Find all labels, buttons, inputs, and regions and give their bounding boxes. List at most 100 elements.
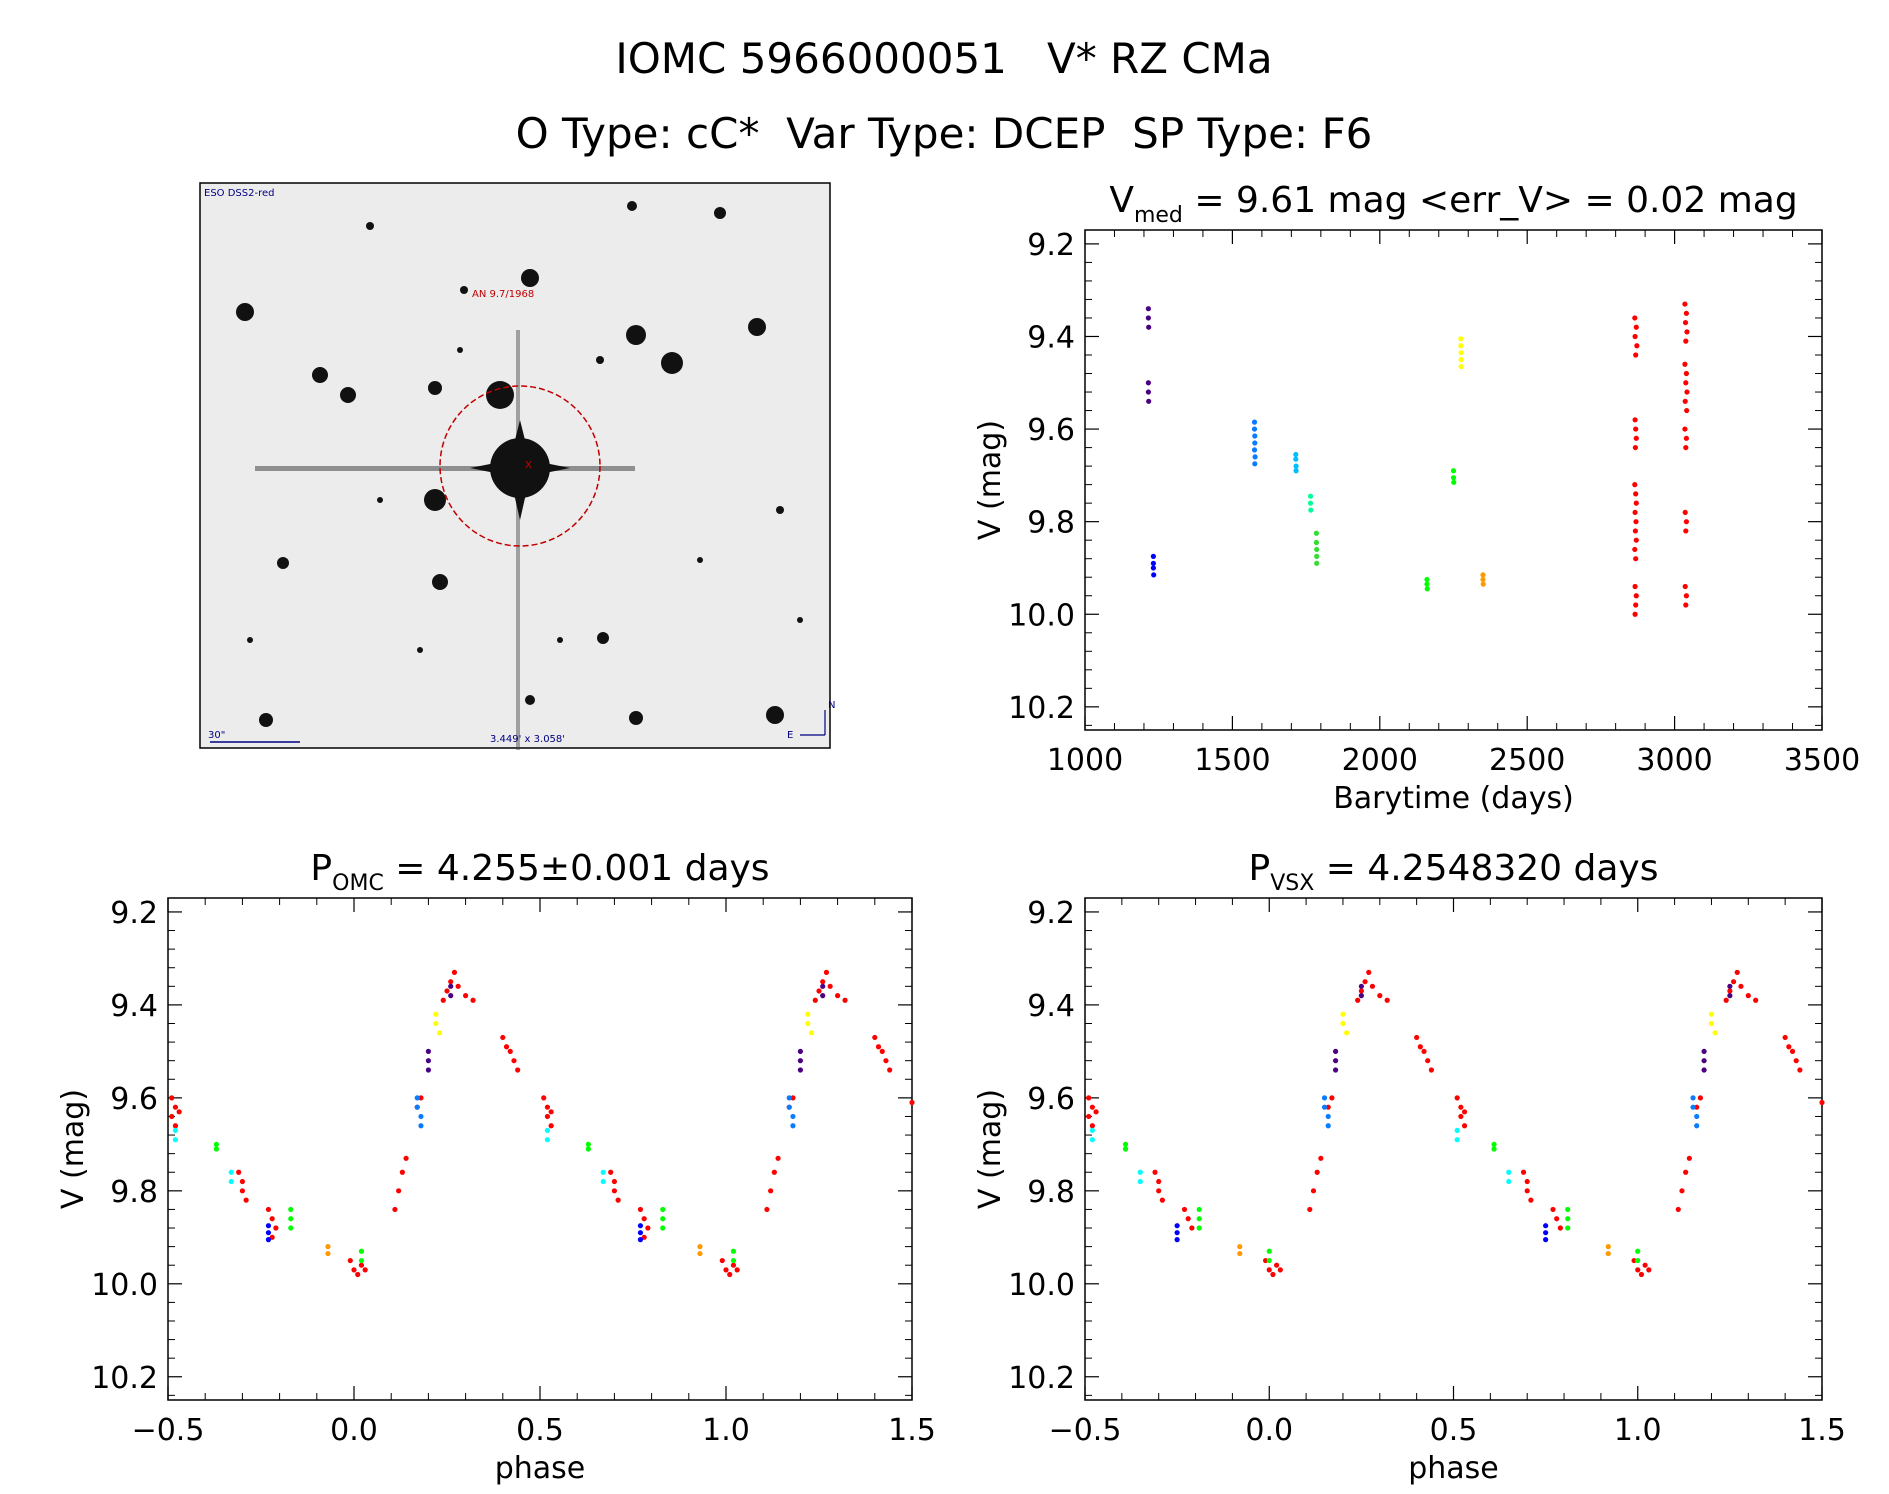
data-point bbox=[172, 1137, 179, 1143]
data-point bbox=[786, 1095, 792, 1101]
y-tick-label: 9.2 bbox=[110, 896, 158, 931]
data-point bbox=[1417, 1044, 1423, 1050]
data-point bbox=[1461, 1123, 1468, 1129]
data-point bbox=[1358, 988, 1364, 994]
data-point bbox=[697, 1250, 703, 1257]
data-point bbox=[1332, 1058, 1339, 1064]
data-point bbox=[1694, 1123, 1700, 1129]
data-point bbox=[418, 1095, 424, 1101]
data-point bbox=[1174, 1223, 1180, 1229]
data-point bbox=[808, 1030, 815, 1036]
data-point bbox=[1425, 1058, 1431, 1064]
data-point bbox=[455, 983, 461, 989]
data-point bbox=[1252, 454, 1258, 460]
data-point bbox=[228, 1178, 234, 1185]
data-point bbox=[1146, 398, 1152, 404]
data-point bbox=[1605, 1244, 1611, 1250]
data-point bbox=[1632, 611, 1638, 617]
data-point bbox=[1738, 983, 1744, 989]
data-point bbox=[1424, 576, 1430, 583]
data-point bbox=[1683, 444, 1689, 451]
data-point bbox=[1451, 479, 1457, 485]
data-point bbox=[1633, 593, 1639, 599]
data-point bbox=[1701, 1048, 1707, 1054]
data-point bbox=[820, 983, 826, 989]
data-point bbox=[1480, 572, 1486, 578]
north-label: N bbox=[828, 700, 835, 711]
data-series bbox=[1480, 572, 1486, 587]
figure-subtitle: O Type: cC* Var Type: DCEP SP Type: F6 bbox=[516, 109, 1373, 158]
y-axis-label: V (mag) bbox=[973, 1089, 1008, 1209]
y-tick-label: 10.0 bbox=[1008, 598, 1075, 633]
data-point bbox=[1151, 572, 1157, 578]
data-point bbox=[600, 1169, 606, 1175]
data-point bbox=[1293, 451, 1299, 458]
data-point bbox=[358, 1257, 365, 1264]
data-point bbox=[1189, 1225, 1195, 1231]
data-point bbox=[239, 1178, 245, 1185]
data-point bbox=[1690, 1104, 1696, 1110]
x-tick-label: 0.0 bbox=[1245, 1413, 1293, 1448]
data-point bbox=[1313, 539, 1320, 546]
data-series bbox=[1632, 301, 1690, 617]
data-point bbox=[1150, 565, 1156, 571]
east-label: E bbox=[787, 730, 793, 741]
data-point bbox=[1682, 301, 1688, 307]
data-point bbox=[1156, 1188, 1162, 1194]
data-point bbox=[1683, 528, 1689, 534]
y-tick-label: 9.8 bbox=[1027, 506, 1075, 541]
data-point bbox=[1491, 1146, 1497, 1152]
data-point bbox=[1506, 1178, 1512, 1185]
star bbox=[377, 497, 383, 503]
star bbox=[457, 347, 463, 353]
data-point bbox=[448, 979, 454, 985]
data-point bbox=[1454, 1095, 1460, 1101]
data-point bbox=[1682, 583, 1688, 590]
data-point bbox=[641, 1234, 647, 1240]
data-point bbox=[1782, 1034, 1788, 1041]
y-tick-label: 9.6 bbox=[1027, 413, 1075, 448]
data-point bbox=[228, 1169, 234, 1175]
data-point bbox=[1329, 1095, 1335, 1101]
data-point bbox=[544, 1127, 551, 1134]
data-point bbox=[1384, 997, 1390, 1003]
data-point bbox=[805, 1011, 811, 1017]
data-point bbox=[1137, 1169, 1143, 1175]
data-point bbox=[1340, 1020, 1346, 1027]
data-point bbox=[414, 1104, 420, 1110]
data-point bbox=[1174, 1230, 1180, 1236]
data-point bbox=[355, 1271, 361, 1278]
data-point bbox=[265, 1230, 272, 1236]
star bbox=[626, 325, 646, 345]
data-point bbox=[1730, 979, 1737, 985]
y-tick-label: 10.0 bbox=[1008, 1268, 1075, 1303]
data-point bbox=[1454, 1137, 1460, 1143]
star bbox=[521, 269, 539, 287]
data-series bbox=[414, 1095, 796, 1129]
data-point bbox=[1293, 463, 1299, 469]
data-point bbox=[1682, 426, 1688, 432]
data-point bbox=[351, 1267, 357, 1273]
data-point bbox=[1313, 530, 1320, 536]
data-point bbox=[1682, 319, 1689, 326]
data-series bbox=[1150, 553, 1157, 578]
data-point bbox=[1723, 997, 1729, 1003]
phase-omc-panel: POMC = 4.255±0.001 days −0.5 0.0 0.5 1.0 1.5 9… bbox=[56, 848, 936, 1486]
star bbox=[312, 367, 328, 383]
data-point bbox=[1145, 315, 1151, 321]
data-point bbox=[790, 1113, 796, 1120]
data-point bbox=[1266, 1267, 1272, 1273]
data-point bbox=[1310, 1188, 1317, 1194]
data-series bbox=[1293, 451, 1299, 474]
data-point bbox=[236, 1169, 242, 1175]
data-point bbox=[1683, 380, 1689, 386]
data-point bbox=[790, 1123, 796, 1129]
data-point bbox=[585, 1141, 591, 1147]
data-point bbox=[425, 1067, 431, 1073]
data-point bbox=[797, 1048, 804, 1054]
x-tick-label: 1.0 bbox=[1614, 1413, 1662, 1448]
data-point bbox=[723, 1267, 729, 1273]
data-point bbox=[288, 1216, 294, 1222]
data-point bbox=[1340, 1011, 1346, 1017]
plot-frame bbox=[1084, 229, 1823, 731]
